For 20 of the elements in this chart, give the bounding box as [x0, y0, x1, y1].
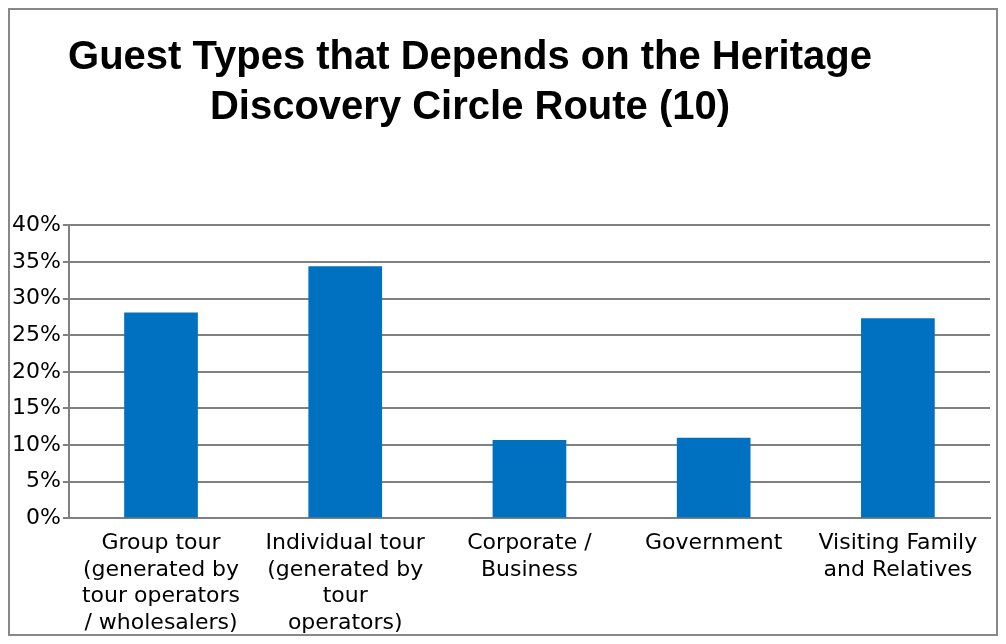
y-tick-label: 0% — [25, 504, 61, 530]
bar — [861, 318, 935, 518]
bar — [308, 266, 383, 518]
y-tick-label: 25% — [11, 320, 61, 346]
y-tick-label: 10% — [11, 430, 61, 456]
y-tick-label: 15% — [11, 394, 61, 420]
bar — [124, 312, 198, 518]
x-tick-label: Government — [645, 529, 783, 555]
y-tick-label: 35% — [11, 247, 61, 273]
y-tick-label: 5% — [25, 467, 61, 493]
bar — [676, 437, 751, 518]
y-tick-label: 40% — [11, 210, 61, 236]
y-tick-label: 20% — [11, 357, 61, 383]
x-tick-label: Corporate / Business — [467, 529, 593, 581]
x-tick-label: Individual tour (generated by tour operators) — [265, 529, 426, 634]
x-tick-label: Visiting Family and Relatives — [818, 529, 978, 581]
bar — [492, 439, 567, 518]
y-tick-label: 30% — [11, 284, 61, 310]
chart-title: Guest Types that Depends on the Heritage Discovery Circle Route (10) — [67, 32, 873, 129]
x-tick-label: Group tour (generated by tour operators / wholesalers) — [81, 529, 241, 634]
